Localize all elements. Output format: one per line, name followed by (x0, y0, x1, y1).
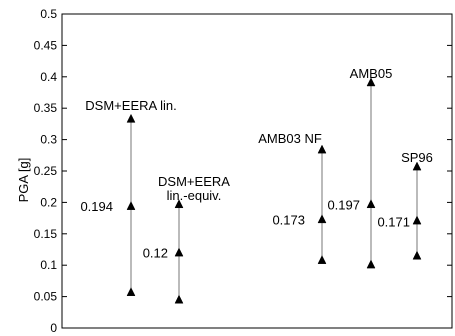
median-value-label: 0.171 (377, 215, 410, 230)
median-value-label: 0.197 (327, 197, 360, 212)
triangle-marker (126, 113, 136, 123)
triangle-marker (174, 199, 184, 209)
y-tick-label: 0.45 (34, 38, 58, 52)
triangle-marker (412, 161, 422, 171)
plot-border (61, 13, 453, 329)
y-tick-label: 0.5 (40, 7, 57, 21)
y-tick-label: 0.25 (34, 164, 58, 178)
triangle-marker (366, 77, 376, 87)
series-name-label: DSM+EERA (158, 174, 230, 189)
y-tick-label: 0.35 (34, 101, 58, 115)
median-value-label: 0.12 (143, 246, 168, 261)
triangle-marker (317, 144, 327, 154)
series-group: 0.171 SP96 (377, 150, 433, 260)
y-tick-label: 0.3 (40, 133, 57, 147)
series-name-label: AMB05 (350, 66, 393, 81)
triangle-marker (366, 259, 376, 269)
series-name-label: AMB03 NF (258, 131, 322, 146)
y-tick-label: 0.15 (34, 227, 58, 241)
series-group: 0.173 AMB03 NF (258, 131, 327, 264)
triangle-marker (412, 250, 422, 260)
triangle-marker (317, 214, 327, 224)
y-tick-label: 0 (50, 321, 57, 335)
triangle-marker (412, 215, 422, 225)
y-tick-label: 0.4 (40, 70, 57, 84)
series-name-label: lin.-equiv. (167, 188, 222, 203)
triangle-marker (366, 199, 376, 209)
series-group: 0.197 AMB05 (327, 66, 393, 269)
y-axis: 0 0.05 0.1 0.15 0.2 0.25 0.3 0.35 0.4 0.45 0.5 (34, 7, 452, 335)
y-tick-label: 0.1 (40, 258, 57, 272)
triangle-marker (126, 287, 136, 296)
triangle-marker (317, 255, 327, 264)
series-name-label: SP96 (401, 150, 433, 165)
plot-frame (61, 13, 453, 329)
triangle-marker (126, 201, 136, 210)
series-layer: 0.194 DSM+EERA lin. 0.12 DSM+EERAlin.-equiv… (80, 66, 433, 304)
triangle-marker (174, 294, 184, 304)
median-value-label: 0.194 (80, 199, 113, 214)
triangle-marker (174, 247, 184, 257)
series-name-label: DSM+EERA lin. (85, 98, 176, 113)
y-axis-label: PGA [g] (16, 158, 31, 203)
series-group: 0.194 DSM+EERA lin. (80, 98, 177, 296)
median-value-label: 0.173 (272, 212, 305, 227)
y-tick-label: 0.2 (40, 195, 57, 209)
y-tick-label: 0.05 (34, 290, 58, 304)
